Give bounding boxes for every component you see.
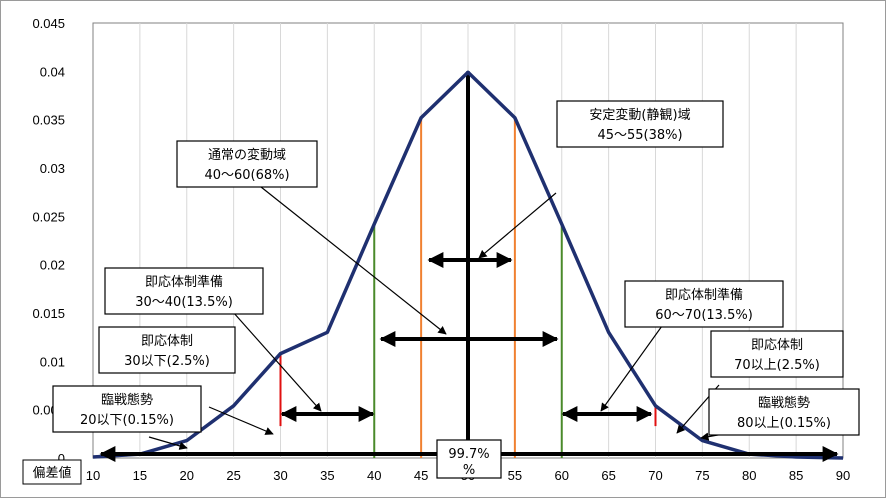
annotation-label: 臨戦態勢	[101, 392, 153, 408]
annotation-box	[556, 100, 724, 148]
annotation-label: 30～40(13.5%)	[135, 295, 233, 310]
annotation-label: 80以上(0.15%)	[737, 416, 831, 431]
y-tick-label: 0.01	[40, 354, 65, 369]
annotation-box	[624, 280, 784, 328]
x-tick-label: 85	[789, 468, 803, 483]
annotation-label: 70以上(2.5%)	[734, 358, 820, 373]
annotation-label: 即応体制	[141, 334, 193, 349]
y-tick-label: 0	[58, 451, 65, 466]
annotation-label: 99.7%	[448, 447, 489, 462]
x-tick-label: 60	[555, 468, 569, 483]
distribution-curve	[92, 70, 844, 460]
y-tick-label: 0.025	[32, 209, 65, 224]
x-tick-label: 30	[273, 468, 287, 483]
annotation-box	[710, 330, 844, 378]
annotation-box	[176, 140, 318, 188]
x-tick-label: 75	[695, 468, 709, 483]
annotation-label: 臨戦態勢	[758, 395, 810, 411]
x-tick-label: 45	[414, 468, 428, 483]
annotation-label: %	[463, 463, 475, 478]
y-tick-label: 0.03	[40, 161, 65, 176]
annotation-label: 20以下(0.15%)	[80, 413, 174, 428]
x-tick-label: 10	[86, 468, 100, 483]
y-tick-label: 0.015	[32, 306, 65, 321]
y-tick-label: 0.02	[40, 258, 65, 273]
x-tick-label: 55	[508, 468, 522, 483]
x-tick-label: 80	[742, 468, 756, 483]
x-axis-title: 偏差値	[32, 465, 71, 481]
annotation-box	[436, 439, 502, 479]
annotation-label: 即応体制準備	[145, 274, 223, 290]
x-tick-label: 20	[180, 468, 194, 483]
leader-arrow-20-below	[148, 436, 188, 450]
annotation-box	[708, 388, 860, 436]
y-tick-label: 0.045	[32, 16, 65, 31]
annotation-label: 30以下(2.5%)	[124, 354, 210, 369]
y-tick-label: 0.04	[40, 64, 65, 79]
annotation-label: 通常の変動域	[208, 147, 286, 163]
leader-arrow-30-40	[232, 311, 322, 412]
annotation-box	[52, 385, 202, 433]
leader-arrow-30-below	[208, 406, 274, 435]
x-tick-label: 65	[601, 468, 615, 483]
annotation-label: 即応体制	[751, 338, 803, 353]
annotation-box	[98, 326, 236, 374]
x-tick-label: 15	[133, 468, 147, 483]
x-tick-label: 90	[836, 468, 850, 483]
x-axis-title-box	[22, 459, 82, 485]
leader-arrow-40-60	[255, 182, 447, 335]
leader-arrow-45-55	[478, 192, 557, 259]
x-tick-label: 70	[648, 468, 662, 483]
annotation-box	[104, 267, 264, 315]
x-tick-label: 40	[367, 468, 381, 483]
leader-arrow-60-70	[600, 318, 668, 412]
annotation-label: 45～55(38%)	[597, 128, 682, 143]
y-tick-label: 0.035	[32, 113, 65, 128]
annotation-label: 即応体制準備	[665, 287, 743, 303]
annotation-label: 安定変動(静観)域	[589, 107, 690, 123]
x-tick-label: 25	[226, 468, 240, 483]
x-tick-label: 35	[320, 468, 334, 483]
annotation-label: 40～60(68%)	[204, 168, 289, 183]
annotation-label: 60～70(13.5%)	[655, 308, 753, 323]
